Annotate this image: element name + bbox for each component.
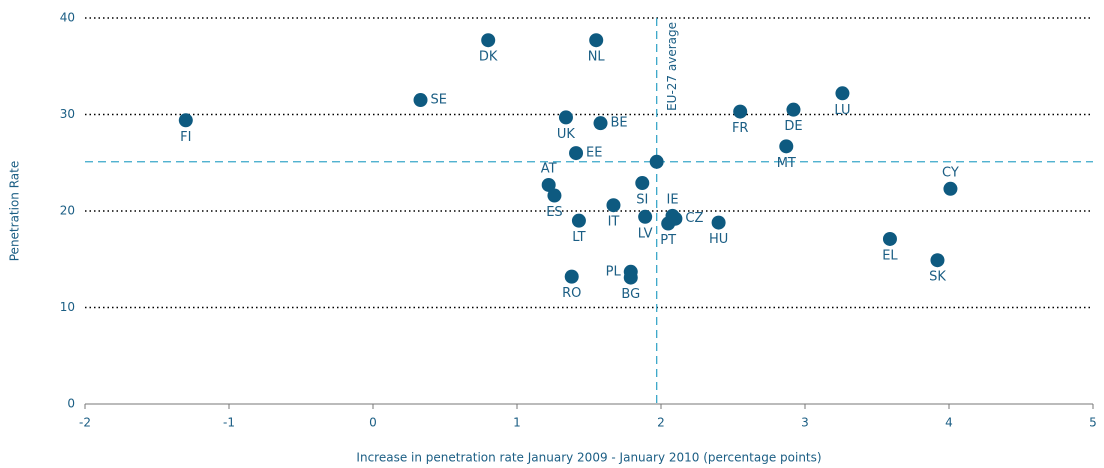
point bbox=[661, 216, 676, 231]
point-label: PT bbox=[660, 233, 676, 248]
point-label: CY bbox=[942, 165, 959, 180]
point-label: SI bbox=[636, 193, 648, 208]
x-tick-label: 3 bbox=[801, 416, 809, 430]
point-label: DK bbox=[479, 50, 498, 65]
point-label: LV bbox=[638, 226, 653, 241]
point bbox=[589, 33, 604, 48]
y-tick-label: 20 bbox=[60, 204, 75, 218]
point bbox=[786, 102, 801, 117]
point-label: ES bbox=[546, 205, 562, 220]
x-tick-label: -2 bbox=[79, 416, 91, 430]
point bbox=[930, 253, 945, 268]
point bbox=[571, 213, 586, 228]
point bbox=[835, 86, 850, 101]
point bbox=[558, 110, 573, 125]
y-tick-label: 0 bbox=[67, 397, 75, 411]
point bbox=[178, 113, 193, 128]
point bbox=[733, 104, 748, 119]
point-label: IE bbox=[666, 192, 678, 207]
x-tick-label: 1 bbox=[513, 416, 521, 430]
point bbox=[711, 215, 726, 230]
x-tick-label: 0 bbox=[369, 416, 377, 430]
average-point bbox=[649, 154, 664, 169]
point-label: EL bbox=[882, 248, 898, 263]
point-label: UK bbox=[557, 127, 576, 142]
point-label: HU bbox=[709, 232, 728, 247]
point-label: LU bbox=[834, 103, 850, 118]
point-label: SK bbox=[929, 270, 946, 285]
point-label: AT bbox=[541, 161, 557, 176]
point bbox=[882, 231, 897, 246]
x-tick-label: 2 bbox=[657, 416, 665, 430]
point-label: BE bbox=[611, 116, 628, 131]
point bbox=[413, 93, 428, 108]
y-tick-label: 10 bbox=[60, 300, 75, 314]
point bbox=[943, 181, 958, 196]
y-tick-label: 40 bbox=[60, 11, 75, 25]
point-label: CZ bbox=[685, 211, 703, 226]
point bbox=[606, 198, 621, 213]
average-label: EU-27 average bbox=[665, 22, 679, 111]
point-label: IT bbox=[608, 215, 620, 230]
point bbox=[779, 139, 794, 154]
point bbox=[623, 270, 638, 285]
point-label: SE bbox=[431, 93, 447, 108]
point-label: NL bbox=[588, 50, 606, 65]
point-label: DE bbox=[784, 119, 802, 134]
point bbox=[541, 177, 556, 192]
x-axis-title: Increase in penetration rate January 200… bbox=[356, 451, 821, 465]
y-tick-label: 30 bbox=[60, 107, 75, 121]
y-axis-title: Penetration Rate bbox=[8, 161, 22, 262]
point-label: BG bbox=[621, 287, 640, 302]
point bbox=[569, 146, 584, 161]
point-label: LT bbox=[572, 230, 585, 245]
point bbox=[635, 176, 650, 191]
point-label: PL bbox=[606, 264, 622, 279]
point bbox=[564, 269, 579, 284]
x-tick-label: 5 bbox=[1089, 416, 1097, 430]
x-tick-label: 4 bbox=[945, 416, 953, 430]
x-tick-label: -1 bbox=[223, 416, 235, 430]
point-label: FI bbox=[180, 130, 191, 145]
point bbox=[481, 33, 496, 48]
point-label: RO bbox=[562, 286, 581, 301]
point-label: EE bbox=[586, 146, 602, 161]
point bbox=[638, 209, 653, 224]
point bbox=[547, 188, 562, 203]
point-label: MT bbox=[777, 156, 796, 171]
point bbox=[593, 116, 608, 131]
point-label: FR bbox=[732, 121, 749, 136]
